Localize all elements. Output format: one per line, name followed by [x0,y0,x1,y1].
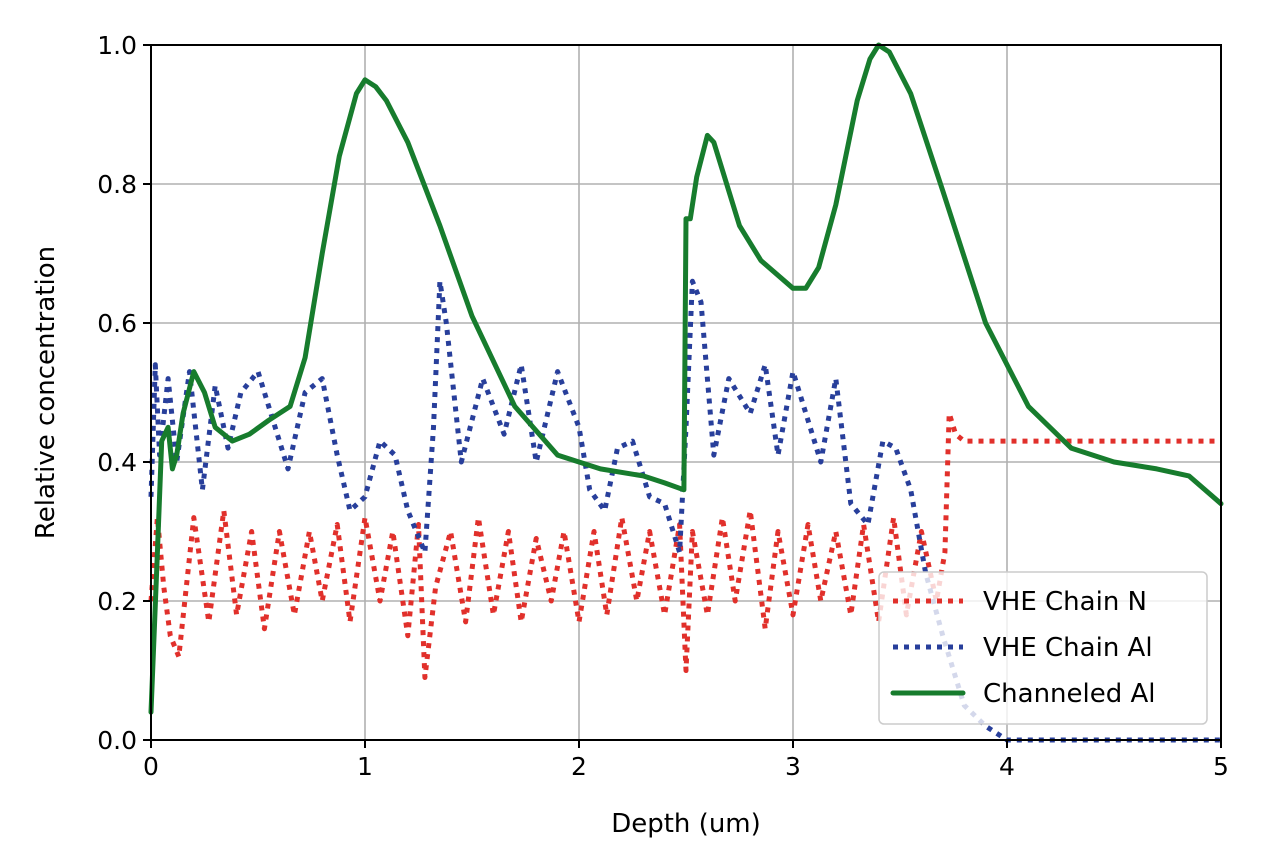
x-tick-label: 0 [143,752,159,781]
legend-box [878,571,1208,725]
y-tick-label: 0.8 [97,170,137,199]
series-line-channeled-al [148,42,1224,715]
y-tick-label: 0.6 [97,309,137,338]
legend-label: VHE Chain Al [983,633,1153,663]
legend-label: VHE Chain N [983,587,1147,617]
x-axis-label: Depth (um) [611,809,761,839]
series-line-vhe-chain-n [148,410,1221,680]
plot-frame [150,44,1222,741]
legend-label: Channeled Al [983,679,1156,709]
y-tick-label: 0.2 [97,587,137,616]
y-tick-label: 0.0 [97,726,137,755]
y-axis-label: Relative concentration [31,246,61,539]
legend: VHE Chain N VHE Chain Al Channeled Al [878,571,1208,725]
y-tick-label: 0.4 [97,448,137,477]
data-series [148,42,1224,743]
x-tick-label: 3 [785,752,801,781]
axis-ticks: 0 1 2 3 4 5 0.0 0.2 0.4 0.6 0.8 1.0 [97,31,1229,781]
x-tick-label: 5 [1213,752,1229,781]
y-tick-label: 1.0 [97,31,137,60]
x-tick-label: 2 [571,752,587,781]
x-tick-label: 4 [999,752,1015,781]
x-tick-label: 1 [357,752,373,781]
